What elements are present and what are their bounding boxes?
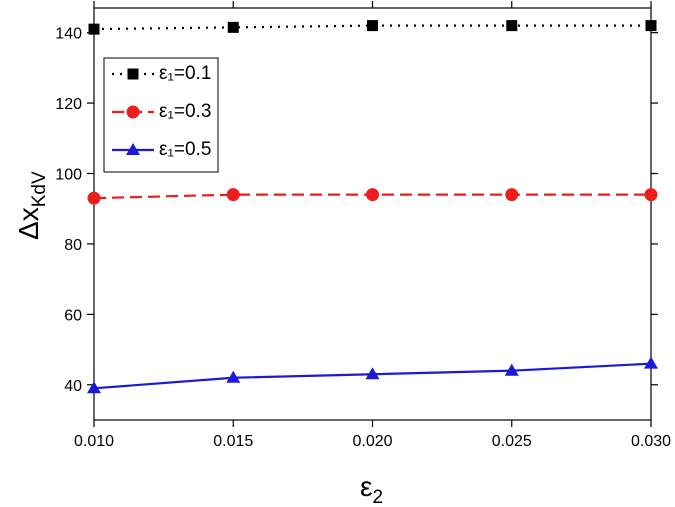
marker xyxy=(366,188,379,202)
marker xyxy=(644,356,658,369)
marker xyxy=(226,370,241,383)
x-label-main: ε xyxy=(360,471,372,502)
x-tick-label: 0.025 xyxy=(492,433,532,450)
legend-label: ε₁=0.3 xyxy=(159,101,211,122)
marker xyxy=(87,381,101,394)
marker xyxy=(504,363,519,376)
y-tick-label: 60 xyxy=(64,307,82,324)
legend-marker xyxy=(127,68,139,80)
y-tick-label: 100 xyxy=(55,167,82,184)
marker xyxy=(88,23,100,35)
y-tick-label: 120 xyxy=(55,96,82,113)
x-label-sub: 2 xyxy=(372,487,383,507)
y-tick-label: 40 xyxy=(64,378,82,395)
marker xyxy=(87,191,101,205)
y-axis-label: ΔxKdV xyxy=(13,171,50,240)
legend-marker xyxy=(126,105,140,119)
marker xyxy=(644,188,658,202)
series-line xyxy=(93,24,651,31)
marker xyxy=(505,188,519,202)
legend-marker xyxy=(126,143,140,155)
x-tick-label: 0.030 xyxy=(631,433,671,450)
y-tick-label: 80 xyxy=(64,237,82,254)
legend-label: ε₁=0.1 xyxy=(159,63,211,84)
x-tick-label: 0.015 xyxy=(213,433,253,450)
marker xyxy=(365,367,380,380)
legend-box xyxy=(103,57,219,173)
marker xyxy=(645,20,657,32)
y-label-main: Δx xyxy=(13,207,44,240)
legend-label: ε₁=0.5 xyxy=(159,139,211,160)
x-axis-label: ε2 xyxy=(360,471,383,507)
marker xyxy=(227,21,239,33)
marker xyxy=(367,20,378,32)
marker xyxy=(506,20,518,32)
x-tick-label: 0.020 xyxy=(352,433,392,450)
marker xyxy=(226,188,240,202)
y-label-sub: KdV xyxy=(29,171,50,207)
x-tick-label: 0.010 xyxy=(74,433,114,450)
y-tick-label: 140 xyxy=(55,26,82,43)
